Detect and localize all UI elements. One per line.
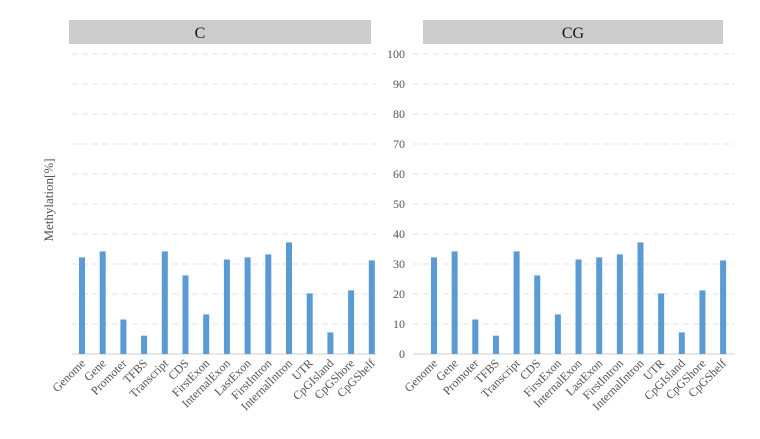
bar-promoter <box>120 319 127 354</box>
panel-header-cg <box>423 20 723 44</box>
y-tick-label: 10 <box>393 317 405 331</box>
bar-firstexon <box>554 314 561 354</box>
bar-tfbs <box>492 335 499 354</box>
bar-transcript <box>513 251 520 354</box>
bar-gene <box>99 251 106 354</box>
bar-internalexon <box>223 259 230 354</box>
y-tick-label: 100 <box>387 47 405 61</box>
bar-promoter <box>472 319 479 354</box>
y-tick-label: 90 <box>393 77 405 91</box>
bar-firstintron <box>265 254 272 354</box>
bar-utr <box>658 293 665 354</box>
y-tick-label: 0 <box>399 347 405 361</box>
bar-genome <box>79 257 85 354</box>
bar-cpgshore <box>699 290 706 354</box>
bar-internalexon <box>575 259 582 354</box>
bar-cpgisland <box>327 332 334 354</box>
bar-lastexon <box>596 257 603 354</box>
panel-title-cg: CG <box>562 25 585 42</box>
y-tick-label: 40 <box>393 227 405 241</box>
bar-cpgshelf <box>368 260 375 354</box>
bar-cpgshore <box>348 290 355 354</box>
panel-title-c: C <box>195 25 206 42</box>
bar-firstintron <box>616 254 623 354</box>
y-tick-label: 80 <box>393 107 405 121</box>
bar-utr <box>306 293 313 354</box>
y-tick-label: 30 <box>393 257 405 271</box>
bar-cpgisland <box>678 332 685 354</box>
panel-header-c <box>69 20 371 44</box>
bar-cpgshelf <box>720 260 727 354</box>
bar-gene <box>451 251 458 354</box>
y-tick-label: 50 <box>393 197 405 211</box>
y-tick-label: 20 <box>393 287 405 301</box>
bar-tfbs <box>141 335 148 354</box>
y-axis-label: Methylation[%] <box>41 158 56 241</box>
bar-internalintron <box>637 242 644 354</box>
bar-firstexon <box>203 314 210 354</box>
bar-lastexon <box>244 257 251 354</box>
y-tick-label: 70 <box>393 137 405 151</box>
y-tick-label: 60 <box>393 167 405 181</box>
bar-cds <box>534 275 541 354</box>
bar-transcript <box>161 251 168 354</box>
bar-cds <box>182 275 189 354</box>
bar-genome <box>431 257 437 354</box>
bar-internalintron <box>286 242 292 354</box>
